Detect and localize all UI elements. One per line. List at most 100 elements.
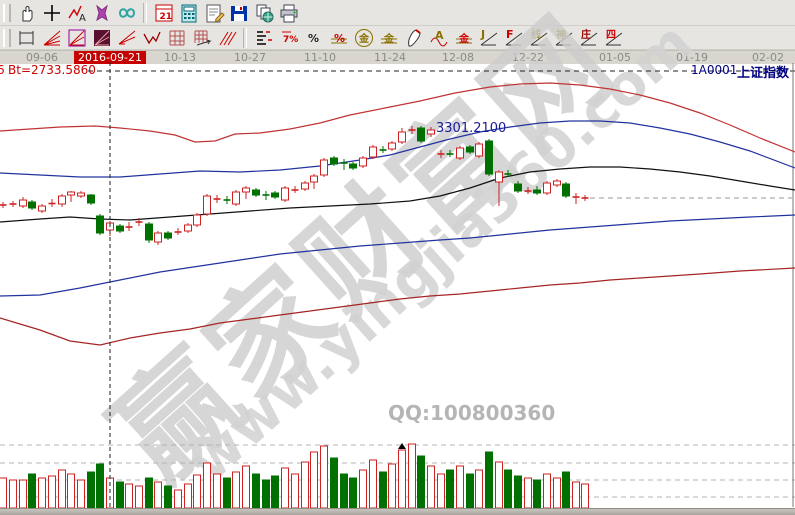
hand-icon[interactable]: [14, 2, 39, 24]
xian-angle-icon[interactable]: 线: [526, 27, 551, 49]
gold-underline-icon[interactable]: 金: [451, 27, 476, 49]
volume-bar: [0, 477, 7, 509]
candle: [232, 191, 240, 205]
gold-circle-icon[interactable]: 金: [351, 27, 376, 49]
copy-globe-icon[interactable]: [251, 2, 276, 24]
candle: [96, 215, 104, 234]
volume-bar: [543, 473, 551, 509]
volume-bar: [48, 475, 56, 509]
knot-icon[interactable]: [114, 2, 139, 24]
bt-label-clipped-digit: 6: [0, 63, 5, 77]
save-icon[interactable]: [226, 2, 251, 24]
candle: [495, 171, 503, 183]
candle: [349, 163, 357, 169]
svg-text:%: %: [334, 32, 345, 45]
date-tick[interactable]: 11-10: [304, 51, 336, 64]
fan-box-icon[interactable]: [64, 27, 89, 49]
svg-text:21: 21: [159, 12, 172, 22]
candle: [77, 192, 85, 197]
volume-bar: [330, 457, 338, 509]
date-axis[interactable]: 09-06 2016-09-21 10-13 10-27 11-10 11-24 12-08…: [0, 50, 795, 64]
symbol-code-label: 1A0001: [691, 63, 738, 77]
toolbar-drawing: 7%%% 金金 A 金 J F 线神庄四: [0, 26, 795, 50]
calculator-icon[interactable]: [176, 2, 201, 24]
notepad-icon[interactable]: [201, 2, 226, 24]
grid-arrow-icon[interactable]: [189, 27, 214, 49]
candle: [271, 192, 279, 198]
candle: [19, 199, 27, 207]
j-angle-icon[interactable]: J: [476, 27, 501, 49]
date-tick[interactable]: 02-02: [752, 51, 784, 64]
candle: [456, 147, 464, 159]
gold-lines-icon[interactable]: 金: [376, 27, 401, 49]
toolbar-separator: [143, 2, 147, 23]
candle: [398, 131, 406, 143]
fan-lines-icon[interactable]: [39, 27, 64, 49]
date-tick[interactable]: 10-13: [164, 51, 196, 64]
volume-bar: [388, 463, 396, 509]
date-tick-selected[interactable]: 2016-09-21: [74, 51, 146, 64]
volume-bar: [417, 455, 425, 509]
ribbon-icon[interactable]: [89, 2, 114, 24]
date-tick[interactable]: 12-08: [442, 51, 474, 64]
levels-icon[interactable]: [251, 27, 276, 49]
date-tick[interactable]: 01-19: [676, 51, 708, 64]
candle: [485, 140, 493, 175]
candle: [320, 159, 328, 176]
parallel-lines-icon[interactable]: [214, 27, 239, 49]
volume-bar: [427, 465, 435, 509]
percent-line-icon[interactable]: %: [326, 27, 351, 49]
volume-bar: [320, 445, 328, 509]
svg-text:庄: 庄: [581, 28, 591, 41]
box-tool-icon[interactable]: [14, 27, 39, 49]
volume-marker-triangle: [398, 443, 406, 449]
volume-bar: [67, 473, 75, 509]
grid-icon[interactable]: [164, 27, 189, 49]
candle: [242, 187, 250, 193]
volume-bar: [524, 477, 532, 509]
candle: [87, 194, 95, 204]
status-bar: [0, 508, 795, 515]
volume-bar: [349, 477, 357, 509]
volume-bar: [310, 451, 318, 509]
angle-lines-icon[interactable]: [114, 27, 139, 49]
date-tick[interactable]: 09-06: [26, 51, 58, 64]
band-upper-blue: [0, 120, 795, 178]
crosshair-icon[interactable]: [39, 2, 64, 24]
volume-bar: [223, 477, 231, 509]
printer-icon[interactable]: [276, 2, 301, 24]
svg-text:金: 金: [458, 32, 470, 45]
fan-square-icon[interactable]: [89, 27, 114, 49]
volume-bar: [174, 489, 182, 509]
date-tick[interactable]: 10-27: [234, 51, 266, 64]
volume-bar: [242, 465, 250, 509]
date-tick[interactable]: 11-24: [374, 51, 406, 64]
toolbar-grip[interactable]: [3, 28, 11, 47]
volume-bar: [58, 469, 66, 509]
pointer-a-icon[interactable]: A: [64, 2, 89, 24]
percent-icon[interactable]: %: [301, 27, 326, 49]
percent-seven-icon[interactable]: 7%: [276, 27, 301, 49]
volume-bar: [437, 473, 445, 509]
candle: [301, 182, 309, 190]
f-angle-icon[interactable]: F: [501, 27, 526, 49]
svg-text:F: F: [506, 28, 514, 41]
v-lines-icon[interactable]: [139, 27, 164, 49]
wave-a-icon[interactable]: A: [426, 27, 451, 49]
toolbar-grip[interactable]: [3, 3, 11, 22]
calendar-icon[interactable]: 21: [151, 2, 176, 24]
shen-angle-icon[interactable]: 神: [551, 27, 576, 49]
si-angle-icon[interactable]: 四: [601, 27, 626, 49]
date-tick[interactable]: 01-05: [599, 51, 631, 64]
volume-bar: [87, 471, 95, 509]
brush-icon[interactable]: [401, 27, 426, 49]
svg-text:A: A: [435, 29, 444, 42]
svg-text:7%: 7%: [283, 35, 298, 45]
zhuang-angle-icon[interactable]: 庄: [576, 27, 601, 49]
date-tick[interactable]: 12-22: [512, 51, 544, 64]
volume-bar: [495, 461, 503, 509]
volume-bar: [514, 475, 522, 509]
peak-price-label: 3301.2100: [436, 121, 507, 136]
candle: [543, 182, 551, 194]
